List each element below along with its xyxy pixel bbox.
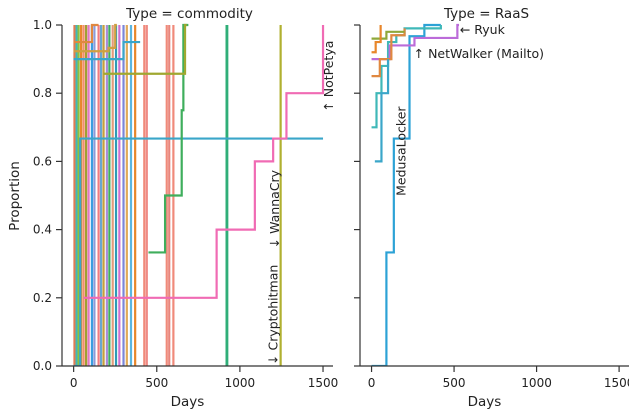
- series-step-line: [371, 25, 382, 54]
- x-tick-label: 1000: [225, 376, 256, 390]
- series-step-line: [73, 23, 117, 53]
- plot-area: [73, 23, 325, 366]
- series-step-line: [83, 25, 325, 299]
- y-axis-label: Proportion: [7, 161, 23, 231]
- series-annotation: ↓ WannaCry: [267, 169, 282, 248]
- series-step-line: [374, 59, 390, 163]
- x-tick-label: 0: [368, 376, 376, 390]
- x-tick-label: 1500: [604, 376, 629, 390]
- y-tick-label: 0.2: [33, 291, 52, 305]
- series-step-line: [103, 23, 187, 75]
- series-step-line: [148, 23, 189, 254]
- y-tick-label: 0.8: [33, 86, 52, 100]
- x-axis-label: Days: [171, 394, 205, 410]
- x-tick-label: 0: [70, 376, 78, 390]
- x-axis-label: Days: [468, 394, 502, 410]
- series-step-line: [73, 23, 99, 44]
- series-annotation: ↑ NetWalker (Mailto): [414, 46, 544, 61]
- x-tick-label: 1500: [308, 376, 339, 390]
- series-step-line: [73, 137, 324, 366]
- y-tick-label: 0.6: [33, 154, 52, 168]
- series-annotation: ↓ Cryptohitman: [265, 265, 280, 365]
- series-step-line: [371, 23, 460, 61]
- series-step-line: [73, 40, 141, 61]
- series-annotation: MedusaLocker: [393, 106, 408, 196]
- series-step-line: [371, 30, 405, 40]
- x-tick-label: 500: [443, 376, 466, 390]
- facet-title: Type = commodity: [125, 6, 253, 22]
- plot-area: [371, 23, 460, 366]
- series-annotation: ← Ryuk: [460, 22, 506, 37]
- y-tick-label: 1.0: [33, 18, 52, 32]
- series-step-line: [371, 28, 406, 78]
- series-annotation: ↑ NotPetya: [321, 41, 336, 112]
- series-step-line: [371, 23, 441, 366]
- y-tick-label: 0.4: [33, 223, 52, 237]
- x-tick-label: 1000: [521, 376, 552, 390]
- panel-commodity: 0.0 0.2 0.4 0.6 0.8 1.0 0 500 1000 1500 Days Type =…: [33, 6, 338, 410]
- panel-raas: 0 500 1000 1500 Days Type = RaaS← Ryuk ↑ NetWa…: [354, 6, 629, 410]
- y-tick-label: 0.0: [33, 359, 52, 373]
- facet-title: Type = RaaS: [443, 6, 529, 22]
- x-tick-label: 500: [145, 376, 168, 390]
